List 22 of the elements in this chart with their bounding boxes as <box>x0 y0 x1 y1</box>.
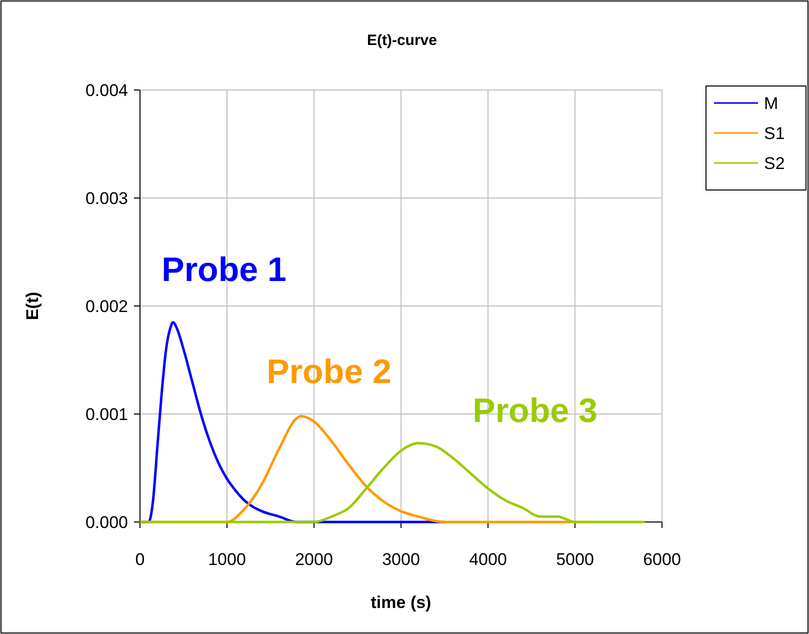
x-tick-label: 6000 <box>643 550 681 569</box>
legend-label: M <box>764 94 778 113</box>
y-tick-label: 0.001 <box>85 405 128 424</box>
y-tick-label: 0.003 <box>85 189 128 208</box>
x-tick-label: 4000 <box>469 550 507 569</box>
chart-title: E(t)-curve <box>366 32 438 49</box>
x-axis-title: time (s) <box>370 593 432 612</box>
annotation: Probe 2 <box>266 352 392 391</box>
annotation: Probe 1 <box>162 250 286 289</box>
x-tick-label: 2000 <box>295 550 333 569</box>
y-tick-label: 0.000 <box>85 513 128 532</box>
annotation: Probe 3 <box>472 392 598 430</box>
x-tick-label: 3000 <box>382 550 420 569</box>
legend-label: S1 <box>764 124 785 143</box>
x-tick-label: 1000 <box>208 550 246 569</box>
legend-label: S2 <box>764 154 785 173</box>
y-axis-title: E(t) <box>23 292 42 320</box>
x-tick-label: 0 <box>135 550 145 569</box>
line-series <box>138 442 646 524</box>
y-tick-label: 0.002 <box>85 297 128 316</box>
y-tick-label: 0.004 <box>85 81 128 100</box>
x-tick-label: 5000 <box>556 550 594 569</box>
